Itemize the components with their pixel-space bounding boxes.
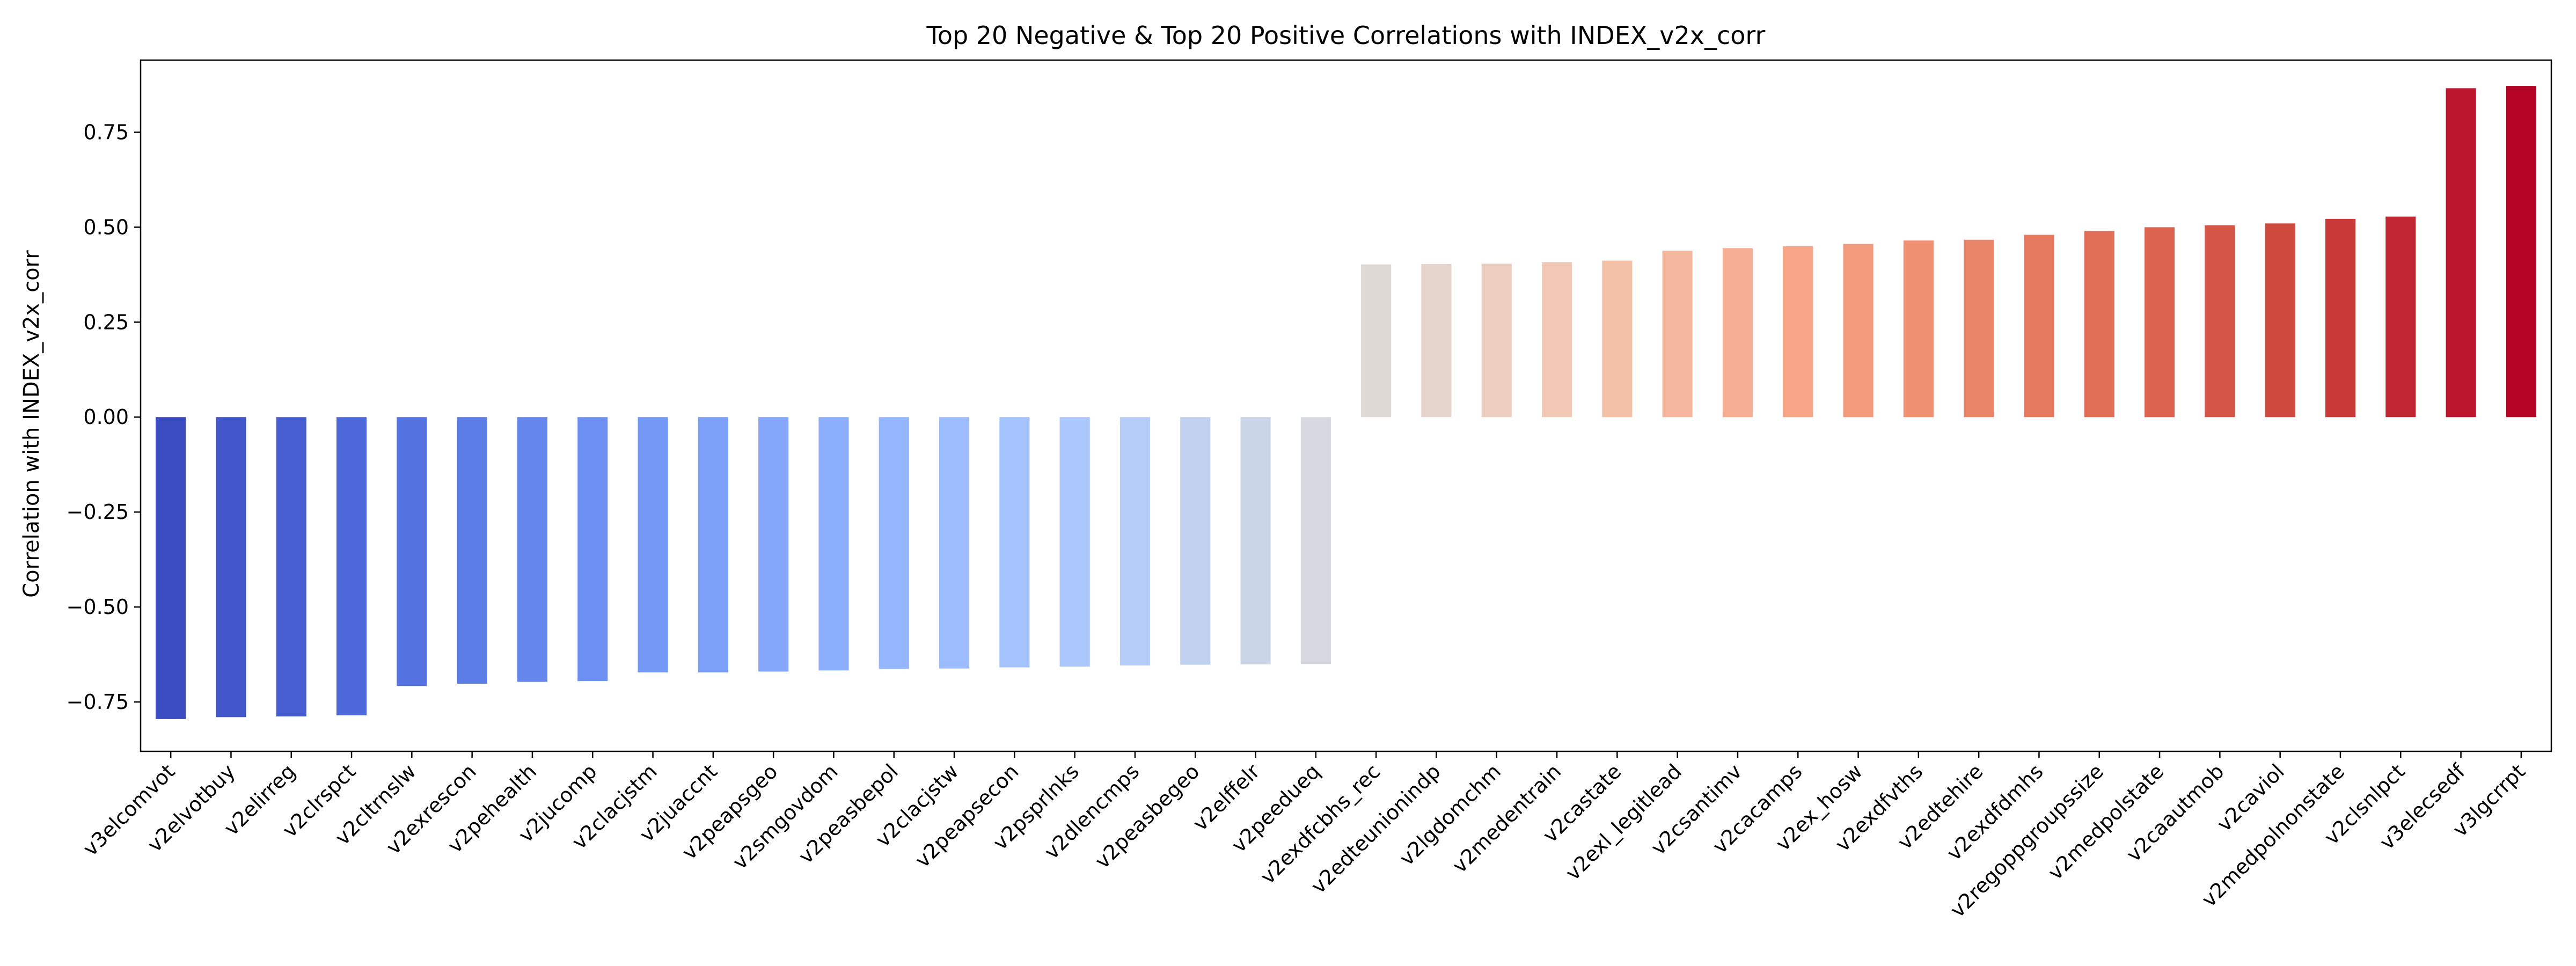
y-tick-label: 0.25 (83, 310, 129, 334)
y-tick-label: 0.50 (83, 215, 129, 239)
bar-v2medpolnonstate (2325, 218, 2356, 418)
chart-title: Top 20 Negative & Top 20 Positive Correl… (926, 21, 1766, 50)
bar-v2medentrain (1541, 262, 1572, 418)
y-tick-label: 0.00 (83, 405, 129, 429)
bar-v2peapsgeo (758, 417, 789, 672)
bar-v2regoppgroupssize (2084, 231, 2114, 418)
bar-v2lgdomchm (1481, 264, 1512, 418)
bar-v2ex_hosw (1843, 244, 1874, 418)
bar-v2cltrnslw (397, 417, 427, 686)
bar-v2castate (1602, 260, 1633, 418)
bar-v2peapsecon (999, 417, 1030, 668)
bar-v2medpolstate (2144, 227, 2175, 418)
bar-v2peedueq (1300, 417, 1331, 664)
bar-v2caautmob (2205, 225, 2235, 418)
bar-v2caviol (2265, 223, 2295, 418)
bar-v2clacjstw (939, 417, 970, 669)
bar-v3elcomvot (156, 417, 186, 719)
bar-v2exdfvths (1903, 240, 1934, 418)
bar-v2peasbegeo (1180, 417, 1211, 665)
bar-v2elvotbuy (216, 417, 246, 718)
bar-v2edteunionindp (1421, 264, 1452, 418)
bar-v2exrescon (457, 417, 487, 684)
y-axis-label: Correlation with INDEX_v2x_corr (19, 250, 44, 598)
bar-v3lgcrrpt (2506, 86, 2536, 418)
y-tick-label: −0.50 (67, 595, 129, 619)
y-tick-label: −0.75 (67, 690, 129, 714)
bar-v2elffelr (1240, 417, 1271, 664)
bar-v2csantimv (1722, 248, 1753, 418)
bar-v2peasbepol (879, 417, 909, 669)
plot-frame (140, 59, 2552, 752)
bar-v2juaccnt (698, 417, 728, 672)
bar-v2smgovdom (818, 417, 849, 671)
bar-v2exl_legitlead (1662, 251, 1693, 418)
bar-v2exdfcbhs_rec (1361, 264, 1392, 418)
y-tick-label: −0.25 (67, 500, 129, 524)
bar-v2psprlnks (1059, 417, 1090, 667)
bar-v2elirreg (276, 417, 306, 716)
y-tick-label: 0.75 (83, 120, 129, 144)
bar-v2edtehire (1964, 239, 1994, 418)
bar-v2clrspct (336, 417, 367, 715)
bar-v3elecsedf (2446, 88, 2476, 418)
bar-v2clacjstm (638, 417, 668, 672)
bar-v2dlencmps (1119, 417, 1151, 666)
bar-v2clsnlpct (2385, 216, 2416, 418)
bar-v2cacamps (1783, 246, 1813, 418)
bar-v2jucomp (577, 417, 608, 682)
bar-v2pehealth (517, 417, 548, 682)
bar-v2exdfdmhs (2024, 235, 2054, 418)
